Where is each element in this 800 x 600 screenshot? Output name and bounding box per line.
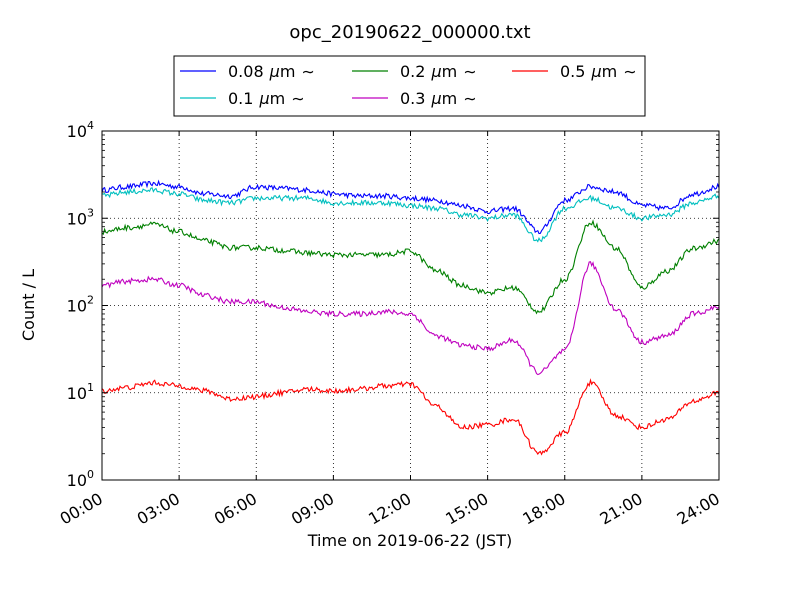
x-axis-label: Time on 2019-06-22 (JST) [307, 531, 512, 550]
y-tick-base: 10 [67, 384, 87, 403]
series-line-3 [101, 261, 720, 376]
legend-size: 0.2 [400, 62, 425, 81]
legend-label: 0.3 μm ∼ [400, 89, 477, 108]
series-line-2 [101, 219, 720, 315]
y-tick-base: 10 [67, 471, 87, 490]
grid [102, 131, 719, 480]
y-tick-base: 10 [67, 122, 87, 141]
y-tick-label: 101 [67, 381, 94, 403]
legend-label: 0.1 μm ∼ [228, 89, 305, 108]
y-tick-label: 102 [67, 294, 94, 316]
y-tick-base: 10 [67, 297, 87, 316]
series-line-1 [101, 187, 720, 243]
legend-unit-m: m [442, 62, 458, 81]
legend-unit-mu: μ [258, 89, 269, 108]
y-tick-exponent: 1 [87, 381, 94, 394]
legend-label: 0.2 μm ∼ [400, 62, 477, 81]
legend-tilde: ∼ [301, 62, 314, 81]
series-line-4 [101, 378, 720, 456]
chart-title: opc_20190622_000000.txt [289, 22, 530, 43]
legend: 0.08 μm ∼0.1 μm ∼0.2 μm ∼0.3 μm ∼0.5 μm ∼ [173, 55, 646, 117]
legend-size: 0.5 [560, 62, 585, 81]
legend-tilde: ∼ [291, 89, 304, 108]
legend-tilde: ∼ [623, 62, 636, 81]
legend-size: 0.1 [228, 89, 253, 108]
legend-size: 0.3 [400, 89, 425, 108]
y-tick-exponent: 0 [87, 468, 94, 481]
legend-unit-m: m [602, 62, 618, 81]
y-tick-exponent: 2 [87, 294, 94, 307]
legend-label: 0.5 μm ∼ [560, 62, 637, 81]
legend-unit-mu: μ [430, 62, 441, 81]
legend-label: 0.08 μm ∼ [228, 62, 315, 81]
y-tick-base: 10 [67, 209, 87, 228]
y-tick-exponent: 3 [87, 206, 94, 219]
legend-unit-m: m [442, 89, 458, 108]
legend-unit-m: m [270, 89, 286, 108]
legend-unit-mu: μ [430, 89, 441, 108]
legend-tilde: ∼ [463, 62, 476, 81]
y-tick-exponent: 4 [87, 119, 94, 132]
legend-box [173, 55, 646, 117]
y-axis-label: Count / L [19, 269, 38, 341]
legend-tilde: ∼ [463, 89, 476, 108]
series-layer [101, 179, 720, 456]
legend-unit-mu: μ [269, 62, 280, 81]
legend-unit-m: m [280, 62, 296, 81]
legend-entries: 0.08 μm ∼0.1 μm ∼0.2 μm ∼0.3 μm ∼0.5 μm ∼ [180, 62, 637, 108]
y-tick-label: 104 [67, 119, 94, 141]
y-tick-label: 100 [67, 468, 94, 490]
legend-size: 0.08 [228, 62, 264, 81]
legend-unit-mu: μ [590, 62, 601, 81]
series-line-0 [101, 179, 720, 235]
y-tick-label: 103 [67, 206, 94, 228]
